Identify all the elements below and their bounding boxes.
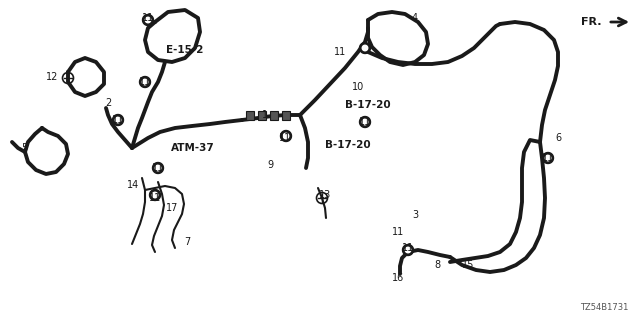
Text: 11: 11: [142, 13, 154, 23]
Text: 17: 17: [166, 203, 178, 213]
Text: 11: 11: [279, 133, 291, 143]
Text: FR.: FR.: [582, 17, 602, 27]
Text: 16: 16: [392, 273, 404, 283]
Polygon shape: [403, 244, 413, 255]
Text: 8: 8: [434, 260, 440, 270]
Text: 4: 4: [412, 13, 418, 23]
Text: 7: 7: [184, 237, 190, 247]
Text: E-15-2: E-15-2: [166, 45, 204, 55]
Polygon shape: [280, 131, 291, 141]
Polygon shape: [360, 116, 371, 127]
Polygon shape: [150, 189, 161, 201]
Text: 5: 5: [21, 143, 27, 153]
Polygon shape: [143, 14, 154, 26]
Text: 1: 1: [262, 110, 268, 120]
Polygon shape: [360, 43, 371, 53]
Polygon shape: [142, 79, 148, 85]
Polygon shape: [145, 17, 151, 23]
Text: 15: 15: [462, 260, 474, 270]
Polygon shape: [152, 192, 157, 198]
Text: 11: 11: [334, 47, 346, 57]
Bar: [282, 111, 290, 120]
Text: B-17-20: B-17-20: [325, 140, 371, 150]
Bar: [270, 111, 278, 120]
Polygon shape: [152, 163, 163, 173]
Text: 11: 11: [139, 77, 151, 87]
Text: 12: 12: [46, 72, 58, 82]
Text: 11: 11: [112, 115, 124, 125]
Bar: [246, 111, 254, 120]
Polygon shape: [113, 115, 124, 125]
Polygon shape: [115, 117, 121, 123]
Polygon shape: [543, 153, 554, 164]
Text: 11: 11: [402, 243, 414, 253]
Polygon shape: [405, 247, 411, 253]
Text: 2: 2: [105, 98, 111, 108]
Text: ATM-37: ATM-37: [171, 143, 215, 153]
Text: TZ54B1731: TZ54B1731: [580, 303, 628, 312]
Text: 11: 11: [152, 163, 164, 173]
Polygon shape: [545, 155, 551, 161]
Polygon shape: [362, 45, 368, 51]
Polygon shape: [362, 119, 368, 125]
Text: 14: 14: [127, 180, 139, 190]
Text: 6: 6: [555, 133, 561, 143]
Text: 13: 13: [319, 190, 331, 200]
Bar: [258, 111, 266, 120]
Text: 11: 11: [542, 153, 554, 163]
Text: 11: 11: [392, 227, 404, 237]
Text: 11: 11: [149, 193, 161, 203]
Text: B-17-20: B-17-20: [345, 100, 391, 110]
Text: 11: 11: [359, 117, 371, 127]
Polygon shape: [284, 133, 289, 139]
Text: 9: 9: [267, 160, 273, 170]
Polygon shape: [156, 165, 161, 171]
Text: 10: 10: [352, 82, 364, 92]
Polygon shape: [140, 76, 150, 87]
Text: 3: 3: [412, 210, 418, 220]
